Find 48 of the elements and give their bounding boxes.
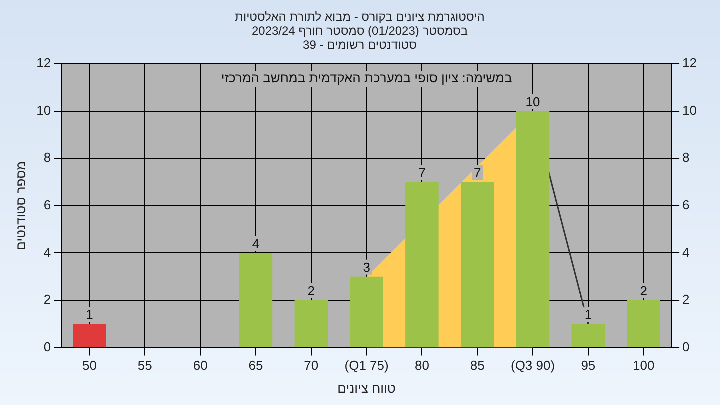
- x-tick-label: (Q1 75): [344, 358, 389, 374]
- data-label: 7: [474, 165, 482, 180]
- bar: [516, 111, 550, 348]
- x-axis-title: טווח ציונים: [338, 380, 396, 396]
- bar: [627, 300, 660, 348]
- data-label: 7: [418, 165, 426, 180]
- data-label: 3: [363, 260, 370, 275]
- x-tick-label: 100: [632, 358, 655, 374]
- data-label: 4: [252, 236, 260, 252]
- y2-tick-label: 2: [682, 292, 690, 308]
- bar: [572, 324, 606, 348]
- y2-tick-label: 12: [682, 56, 698, 71]
- y2-tick-label: 8: [682, 150, 690, 166]
- data-label: 10: [526, 94, 540, 110]
- y-tick-label: 12: [36, 56, 52, 71]
- data-label: 2: [308, 284, 316, 299]
- data-label: 2: [640, 284, 648, 299]
- bar: [294, 300, 328, 348]
- bar: [73, 324, 106, 348]
- y2-tick-label: 10: [682, 102, 698, 118]
- data-label: 1: [584, 307, 592, 322]
- bar: [460, 182, 494, 348]
- y2-tick-label: 6: [682, 197, 690, 212]
- y-tick-label: 2: [44, 292, 52, 308]
- y-axis-title: מספר סטודנטים: [13, 161, 28, 250]
- x-tick-label: 60: [193, 358, 208, 374]
- x-tick-label: 50: [82, 358, 97, 374]
- chart-subtitle: בסמסטר (01/2023) סמסטר חורף 2023/24 סטודנטים רשומים - 39: [250, 24, 470, 52]
- data-label: 1: [86, 307, 94, 322]
- y-tick-label: 4: [44, 244, 52, 260]
- x-tick-label: 95: [581, 358, 596, 374]
- x-tick-label: 65: [248, 358, 264, 374]
- y-tick-label: 0: [44, 339, 52, 354]
- bar: [350, 276, 384, 348]
- y-tick-label: 8: [44, 150, 52, 166]
- x-tick-label: 55: [138, 358, 152, 374]
- y2-tick-label: 4: [682, 244, 690, 260]
- y2-tick-label: 0: [682, 339, 690, 354]
- bar: [406, 182, 439, 348]
- annotation: במשימה: ציון סופי במערכת האקדמית במחשב המרכזי: [221, 70, 512, 86]
- y-tick-label: 10: [36, 102, 52, 118]
- x-tick-label: 85: [470, 358, 485, 374]
- chart-title: היסטוגרמת ציונים בקורס - מבוא לתורת האלסטיות: [234, 10, 486, 24]
- y-tick-label: 6: [44, 197, 52, 212]
- x-tick-label: (Q3 90): [510, 358, 556, 374]
- x-tick-label: 80: [414, 358, 430, 374]
- x-tick-label: 70: [304, 358, 319, 374]
- bar: [239, 253, 273, 348]
